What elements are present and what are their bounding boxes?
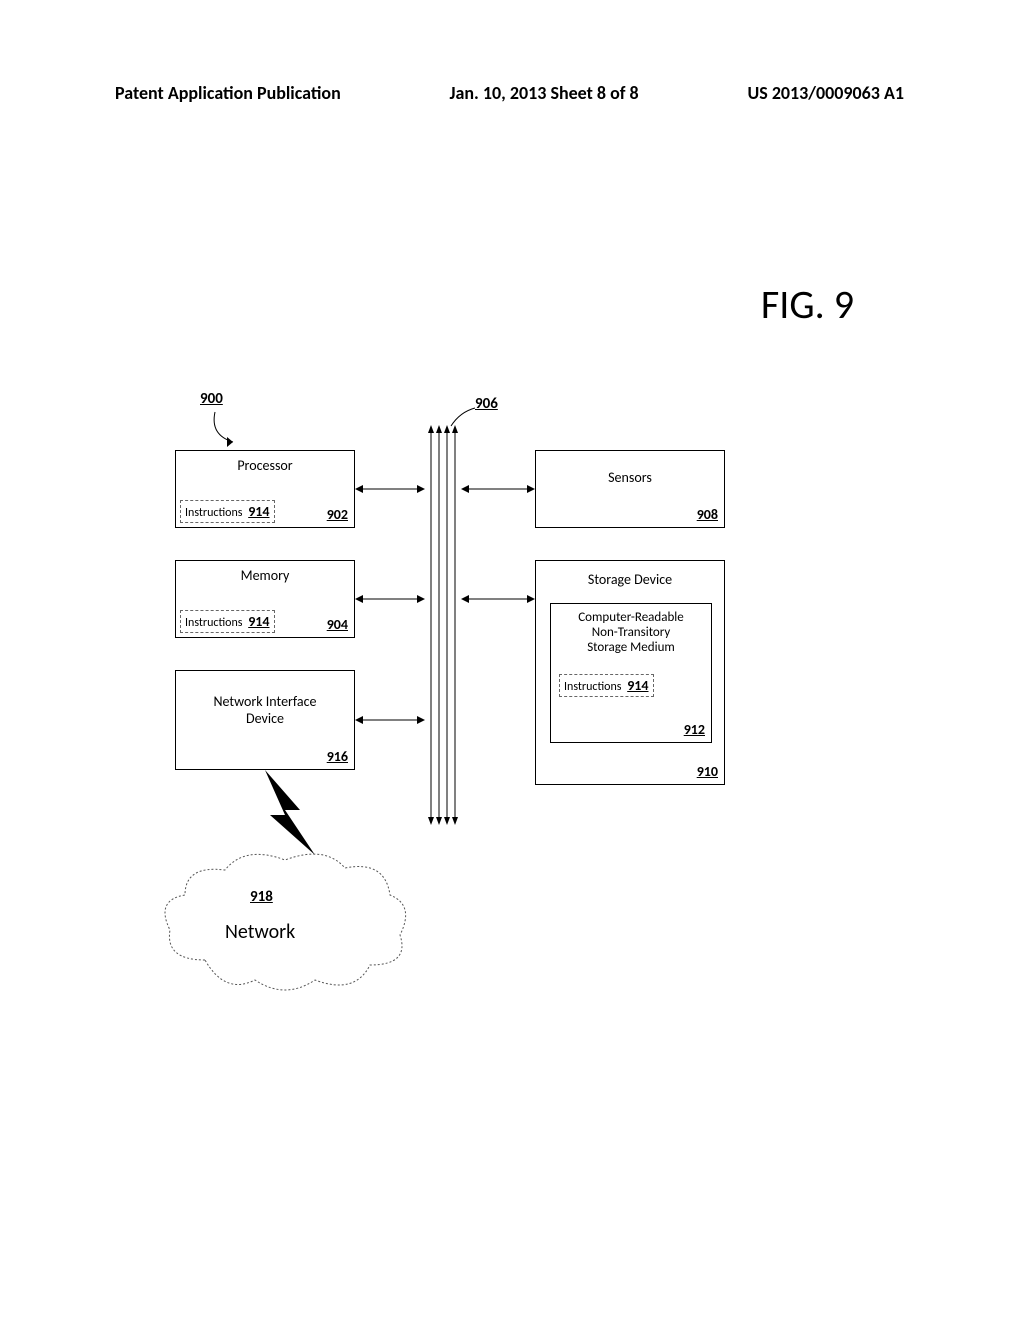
network-label: Network <box>225 920 295 944</box>
bus <box>425 425 461 825</box>
network-interface-box: Network Interface Device 916 <box>175 670 355 770</box>
storage-box: Storage Device Computer-Readable Non-Tra… <box>535 560 725 785</box>
instructions-label: Instructions <box>185 616 242 630</box>
header-center: Jan. 10, 2013 Sheet 8 of 8 <box>450 82 639 104</box>
sensors-box: Sensors 908 <box>535 450 725 528</box>
instructions-label: Instructions <box>185 506 242 520</box>
nid-title-1: Network Interface <box>176 693 354 710</box>
figure-title: FIG. 9 <box>761 280 854 329</box>
processor-box: Processor Instructions 914 902 <box>175 450 355 528</box>
storage-ref: 910 <box>697 763 718 780</box>
storage-instructions: Instructions 914 <box>559 674 654 697</box>
processor-ref: 902 <box>327 506 348 523</box>
arrow-sensors-bus <box>461 483 535 495</box>
instructions-ref: 914 <box>248 613 269 630</box>
instructions-ref: 914 <box>248 503 269 520</box>
medium-ref: 912 <box>684 721 705 738</box>
arrow-storage-bus <box>461 593 535 605</box>
memory-ref: 904 <box>327 616 348 633</box>
arrow-processor-bus <box>355 483 425 495</box>
storage-title: Storage Device <box>536 571 724 588</box>
instructions-label: Instructions <box>564 680 621 694</box>
header-left: Patent Application Publication <box>115 82 341 104</box>
page-header: Patent Application Publication Jan. 10, … <box>0 82 1024 104</box>
medium-l2: Non-Transitory <box>551 625 711 640</box>
storage-medium-box: Computer-Readable Non-Transitory Storage… <box>550 603 712 743</box>
header-right: US 2013/0009063 A1 <box>747 82 904 104</box>
processor-title: Processor <box>176 457 354 474</box>
processor-instructions: Instructions 914 <box>180 500 275 523</box>
medium-l1: Computer-Readable <box>551 610 711 625</box>
instructions-ref: 914 <box>627 677 648 694</box>
memory-box: Memory Instructions 914 904 <box>175 560 355 638</box>
page: Patent Application Publication Jan. 10, … <box>0 0 1024 1320</box>
medium-l3: Storage Medium <box>551 640 711 655</box>
sensors-title: Sensors <box>536 469 724 486</box>
network-ref: 918 <box>250 888 273 906</box>
arrow-memory-bus <box>355 593 425 605</box>
arrow-nid-bus <box>355 714 425 726</box>
system-diagram: 900 906 Processo <box>155 380 775 1040</box>
nid-title-2: Device <box>176 710 354 727</box>
memory-title: Memory <box>176 567 354 584</box>
nid-ref: 916 <box>327 748 348 765</box>
sensors-ref: 908 <box>697 506 718 523</box>
system-ref-arrow <box>205 400 255 450</box>
memory-instructions: Instructions 914 <box>180 610 275 633</box>
